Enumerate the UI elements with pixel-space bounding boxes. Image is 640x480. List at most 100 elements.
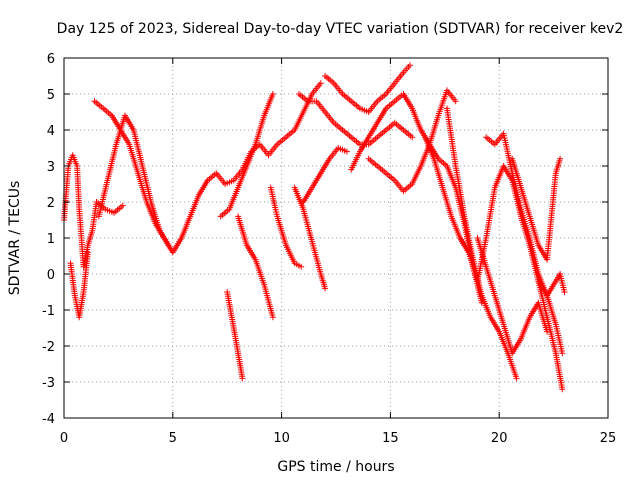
data-point: [323, 74, 337, 87]
data-point: [85, 227, 96, 247]
series-s10: [267, 184, 305, 270]
y-tick-label: -1: [42, 304, 55, 319]
data-point: [170, 235, 185, 254]
data-point: [518, 186, 533, 220]
y-tick-label: 3: [47, 160, 55, 175]
data-point: [505, 352, 520, 382]
data-point: [76, 289, 87, 319]
data-point: [509, 157, 524, 191]
data-point: [274, 215, 289, 249]
data-point: [453, 186, 468, 227]
data-point: [536, 301, 551, 335]
x-tick-label: 0: [60, 431, 68, 446]
data-point: [367, 134, 381, 146]
series-s14: [322, 62, 413, 115]
data-point: [479, 294, 494, 321]
data-point: [179, 213, 194, 239]
x-tick-label: 5: [169, 431, 177, 446]
series-s17: [422, 134, 472, 256]
data-point: [327, 145, 342, 160]
chart-title: Day 125 of 2023, Sidereal Day-to-day VTE…: [57, 21, 624, 37]
series-s6: [204, 80, 324, 187]
data-point: [235, 163, 250, 189]
data-point: [131, 129, 146, 169]
y-axis-label: SDTVAR / TECUs: [7, 181, 23, 296]
y-tick-label: -4: [42, 412, 55, 427]
data-point: [188, 191, 202, 218]
data-point: [306, 98, 320, 105]
series-s5: [93, 199, 126, 216]
data-point: [393, 121, 407, 133]
data-point: [157, 229, 172, 249]
data-point: [458, 236, 472, 256]
data-point: [126, 143, 141, 177]
series-s16: [365, 87, 459, 195]
series-s11: [291, 184, 329, 292]
data-point: [219, 206, 233, 218]
data-point: [323, 110, 337, 126]
data-point: [384, 98, 398, 110]
data-point: [501, 132, 516, 177]
data-point: [367, 157, 381, 169]
data-point: [544, 170, 559, 261]
data-point: [384, 171, 398, 184]
data-point: [112, 202, 126, 215]
data-point: [310, 80, 324, 96]
axis-ticks: 0 5 10 15 20 25 -4 -3 -2 -1 0 1 2 3 4 5 6: [42, 52, 616, 446]
x-tick-label: 25: [600, 431, 617, 446]
data-point: [231, 327, 242, 357]
data-point: [423, 136, 437, 162]
data-point: [105, 141, 120, 182]
data-point: [224, 291, 237, 331]
data-markers: [61, 62, 568, 393]
data-point: [283, 244, 298, 267]
data-point: [135, 172, 150, 205]
data-point: [445, 89, 459, 105]
data-point: [376, 164, 389, 177]
data-point: [444, 165, 459, 191]
data-point: [268, 186, 281, 220]
data-point: [349, 148, 363, 171]
data-point: [80, 249, 91, 293]
data-point: [492, 294, 507, 328]
data-point: [139, 165, 154, 205]
data-point: [393, 69, 407, 85]
data-point: [309, 240, 324, 277]
data-point: [483, 184, 498, 239]
data-point: [510, 335, 524, 355]
data-point: [358, 134, 372, 153]
data-point: [301, 184, 316, 204]
data-point: [376, 127, 389, 139]
data-point: [95, 200, 109, 213]
data-point: [484, 135, 498, 148]
y-tick-label: 4: [47, 124, 55, 139]
series-s20: [483, 130, 566, 357]
data-point: [402, 62, 413, 74]
y-tick-label: 0: [47, 268, 55, 283]
y-tick-label: 2: [47, 196, 55, 211]
data-point: [384, 80, 398, 96]
data-point: [318, 273, 329, 292]
data-point: [393, 179, 407, 195]
x-tick-label: 15: [382, 431, 399, 446]
data-point: [553, 352, 566, 393]
data-point: [376, 91, 389, 103]
data-point: [341, 92, 355, 105]
data-point: [253, 258, 268, 288]
series-s23: [474, 235, 551, 357]
series-s8: [224, 289, 246, 382]
data-point: [350, 99, 363, 112]
data-point: [410, 107, 424, 133]
data-point: [401, 92, 416, 112]
series-s9: [235, 213, 276, 321]
x-axis-label: GPS time / hours: [277, 459, 394, 475]
data-point: [67, 262, 78, 299]
data-point: [293, 261, 305, 270]
series-s7: [217, 91, 276, 220]
data-point: [557, 273, 568, 295]
data-point: [518, 208, 533, 241]
data-point: [544, 316, 559, 357]
data-point: [384, 119, 398, 132]
data-point: [244, 244, 259, 263]
